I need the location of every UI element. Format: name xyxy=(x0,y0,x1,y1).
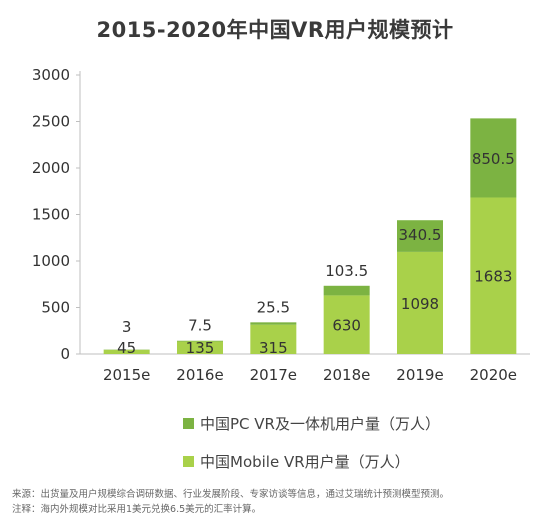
data-label-pc-vr: 340.5 xyxy=(399,226,442,244)
y-tick-label: 3000 xyxy=(32,66,70,84)
data-label-pc-vr: 25.5 xyxy=(257,298,290,316)
bar-segment-pc-vr xyxy=(470,118,517,198)
bar-segment-mobile-vr xyxy=(397,251,443,354)
y-tick-label: 500 xyxy=(41,299,70,317)
remark-note: 注释：海内外规模对比采用1美元兑换6.5美元的汇率计算。 xyxy=(12,504,262,515)
legend-item-pc-vr: 中国PC VR及一体机用户量（万人） xyxy=(183,413,440,434)
bar-segment-mobile-vr xyxy=(470,197,517,354)
x-tick-label: 2020e xyxy=(470,366,517,384)
bar-segment-mobile-vr xyxy=(103,349,150,354)
bar-segment-mobile-vr xyxy=(250,324,297,354)
legend-label-mobile-vr: 中国Mobile VR用户量（万人） xyxy=(200,453,410,471)
x-tick-label: 2016e xyxy=(176,366,223,384)
y-tick-label: 1000 xyxy=(32,252,70,270)
bar-segment-mobile-vr xyxy=(177,341,223,354)
legend-item-mobile-vr: 中国Mobile VR用户量（万人） xyxy=(183,451,410,472)
y-tick-label: 1500 xyxy=(32,206,70,224)
data-label-pc-vr: 103.5 xyxy=(325,262,368,280)
y-tick-label: 2500 xyxy=(32,113,70,131)
data-label-mobile-vr: 1098 xyxy=(401,295,439,313)
bar-segment-pc-vr xyxy=(250,322,297,325)
bar-segment-pc-vr xyxy=(177,340,223,342)
data-label-mobile-vr: 1683 xyxy=(474,268,512,286)
data-label-mobile-vr: 315 xyxy=(259,339,288,357)
data-label-mobile-vr: 45 xyxy=(117,339,136,357)
bar-chart: 0 500 1000 1500 2000 2500 3000 2015e 45 3 2016e 135… xyxy=(32,66,530,384)
x-tick-label: 2018e xyxy=(323,366,370,384)
legend-label-pc-vr: 中国PC VR及一体机用户量（万人） xyxy=(200,415,440,433)
x-tick-label: 2015e xyxy=(103,366,150,384)
source-note: 来源：出货量及用户规模综合调研数据、行业发展阶段、专家访谈等信息，通过艾瑞统计预… xyxy=(12,489,450,500)
legend-swatch-pc-vr xyxy=(183,418,194,429)
x-tick-label: 2019e xyxy=(396,366,443,384)
data-label-mobile-vr: 630 xyxy=(332,317,361,335)
x-tick-label: 2017e xyxy=(250,366,297,384)
bar-segment-pc-vr xyxy=(397,220,443,252)
bar-segment-pc-vr xyxy=(323,285,370,296)
y-tick-label: 0 xyxy=(60,345,70,363)
legend-swatch-mobile-vr xyxy=(183,456,194,467)
data-label-pc-vr: 3 xyxy=(122,318,132,336)
data-label-mobile-vr: 135 xyxy=(186,339,215,357)
data-label-pc-vr: 850.5 xyxy=(472,150,515,168)
data-label-pc-vr: 7.5 xyxy=(188,317,212,335)
chart-title: 2015-2020年中国VR用户规模预计 xyxy=(96,18,454,42)
y-tick-label: 2000 xyxy=(32,159,70,177)
bar-segment-mobile-vr xyxy=(323,295,370,354)
